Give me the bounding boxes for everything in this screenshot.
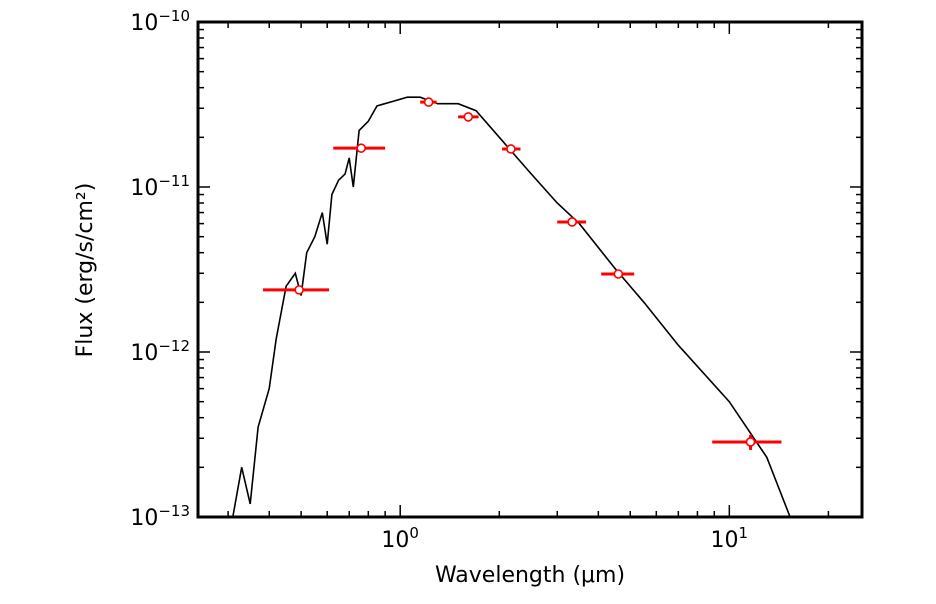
data-point: [356, 143, 366, 153]
data-point: [567, 217, 577, 227]
data-point: [294, 285, 304, 295]
data-point: [745, 437, 756, 447]
x-axis-label: Wavelength (μm): [435, 563, 625, 588]
tick-label: 10−12: [130, 337, 190, 366]
tick-label: 101: [711, 524, 749, 553]
model-line: [232, 96, 791, 517]
tick-label: 10−10: [130, 7, 190, 36]
plot-frame: [196, 20, 864, 519]
y-axis-label: Flux (erg/s/cm²): [73, 183, 98, 358]
tick-label: 100: [381, 524, 419, 553]
tick-label: 10−13: [130, 502, 190, 531]
data-point: [613, 269, 624, 279]
data-point: [423, 97, 434, 107]
data-point: [463, 112, 474, 122]
tick-label: 10−11: [130, 172, 190, 201]
data-point: [506, 144, 516, 154]
